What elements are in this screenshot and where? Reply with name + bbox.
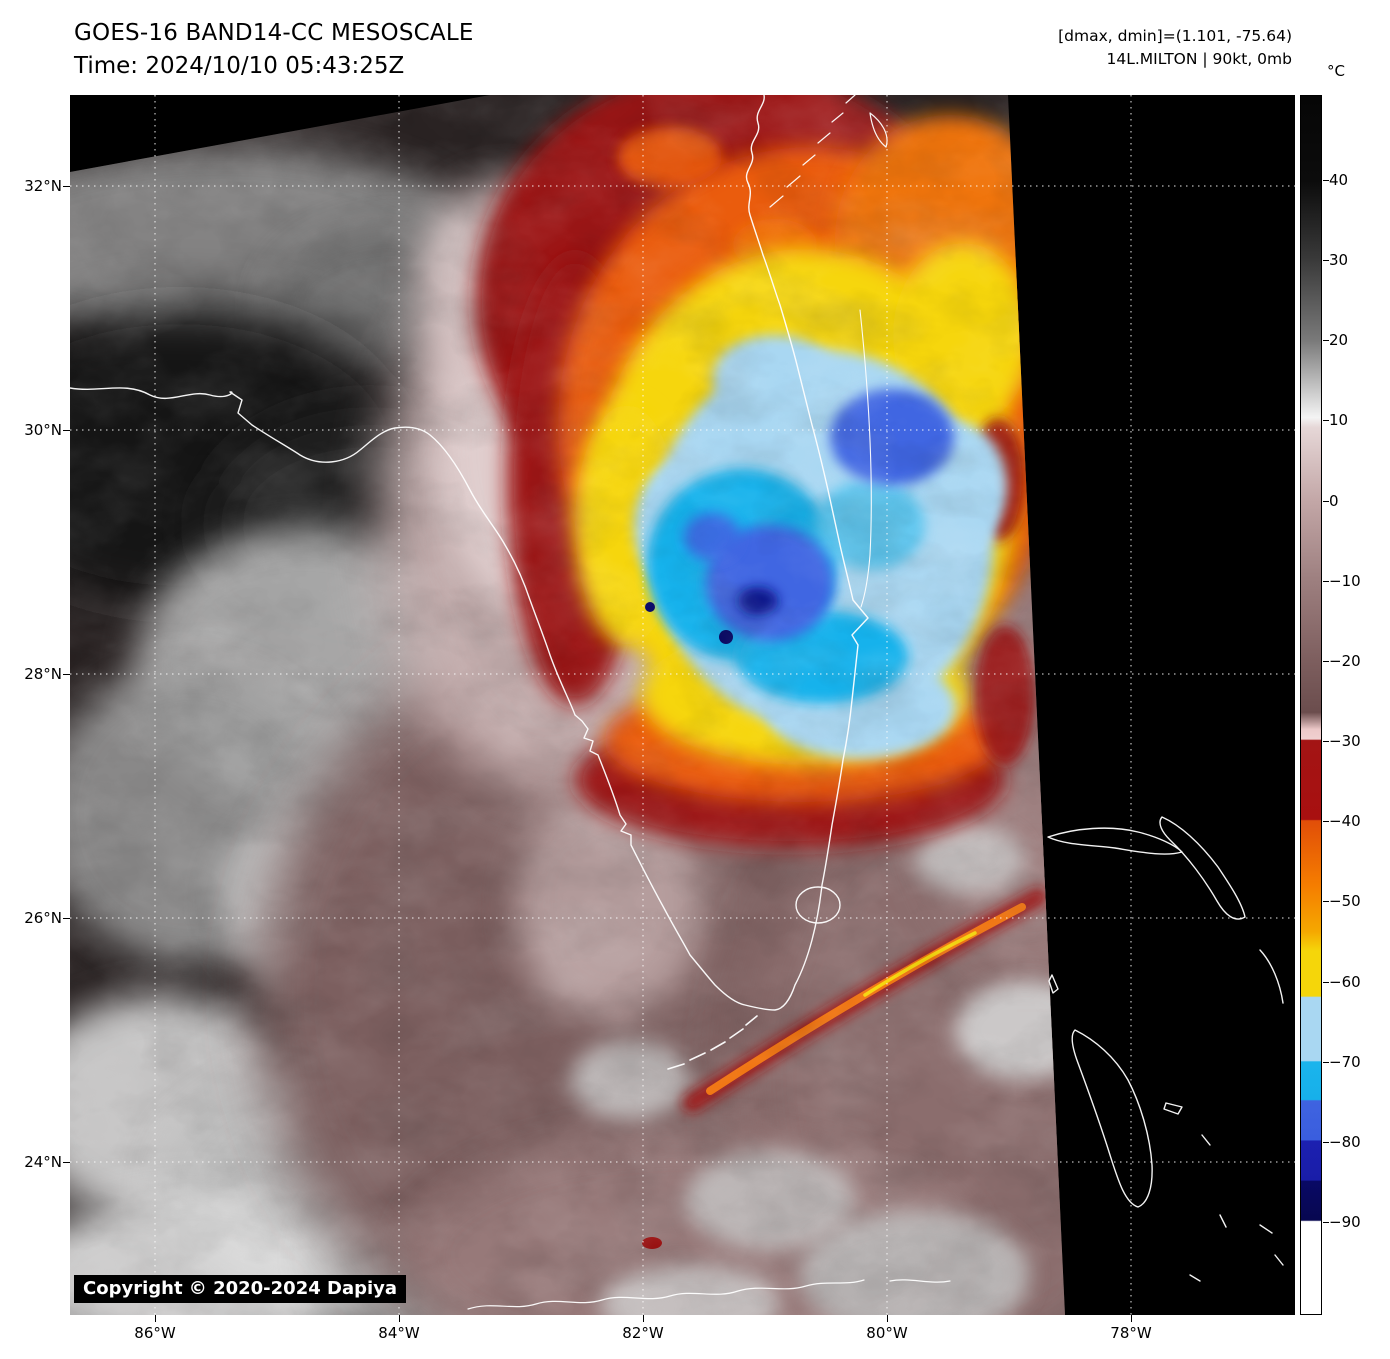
colorbar-label-neg70: −70 bbox=[1329, 1053, 1361, 1071]
colorbar-tick bbox=[1323, 340, 1329, 341]
bahamas-eleuthera bbox=[1259, 949, 1284, 1004]
colorbar-tick bbox=[1323, 260, 1329, 261]
gridlines bbox=[70, 95, 1295, 1315]
colorbar-tick bbox=[1323, 1222, 1329, 1223]
colorbar-label-20: 20 bbox=[1329, 331, 1349, 349]
lat-label-30n: 30°N bbox=[24, 421, 62, 439]
colorbar-label-0: 0 bbox=[1329, 492, 1339, 510]
cuba-coastline bbox=[467, 1279, 951, 1310]
lake-okeechobee bbox=[795, 886, 841, 924]
lon-tick bbox=[887, 1315, 888, 1322]
lon-label-82w: 82°W bbox=[622, 1324, 664, 1342]
lon-tick bbox=[1131, 1315, 1132, 1322]
colorbar-label-neg80: −80 bbox=[1329, 1133, 1361, 1151]
colorbar-tick bbox=[1323, 420, 1329, 421]
colorbar-label-neg20: −20 bbox=[1329, 652, 1361, 670]
lat-label-28n: 28°N bbox=[24, 665, 62, 683]
colorbar-tick bbox=[1323, 581, 1329, 582]
lon-tick bbox=[399, 1315, 400, 1322]
page-title: GOES-16 BAND14-CC MESOSCALE bbox=[74, 20, 474, 46]
colorbar-label-neg90: −90 bbox=[1329, 1213, 1361, 1231]
lat-label-32n: 32°N bbox=[24, 177, 62, 195]
bahamas-new-providence bbox=[1163, 1102, 1183, 1115]
florida-coastline bbox=[69, 94, 869, 1011]
lat-tick bbox=[63, 674, 70, 675]
texture-overlay bbox=[70, 95, 1065, 1315]
copyright-badge: Copyright © 2020-2024 Dapiya bbox=[74, 1275, 407, 1303]
lat-label-24n: 24°N bbox=[24, 1153, 62, 1171]
bahamas-andros bbox=[1071, 1029, 1153, 1208]
lon-label-80w: 80°W bbox=[866, 1324, 908, 1342]
lat-tick bbox=[63, 918, 70, 919]
colorbar-tick bbox=[1323, 501, 1329, 502]
map-image bbox=[69, 94, 1295, 1315]
bahamas-bimini bbox=[1048, 974, 1059, 994]
colorbar-tick bbox=[1323, 982, 1329, 983]
coastlines bbox=[69, 94, 1284, 1310]
storm-annotation: 14L.MILTON | 90kt, 0mb bbox=[1106, 50, 1292, 68]
colorbar-unit-label: °C bbox=[1327, 62, 1345, 80]
florida-keys bbox=[667, 1015, 758, 1070]
colorbar-tick bbox=[1323, 821, 1329, 822]
colorbar-label-neg50: −50 bbox=[1329, 892, 1361, 910]
lat-tick bbox=[63, 186, 70, 187]
lat-tick bbox=[63, 430, 70, 431]
temperature-colorbar bbox=[1300, 95, 1322, 1315]
colorbar-label-40: 40 bbox=[1329, 171, 1349, 189]
colorbar-tick bbox=[1323, 741, 1329, 742]
colorbar-tick bbox=[1323, 901, 1329, 902]
colorbar-label-neg60: −60 bbox=[1329, 973, 1361, 991]
range-annotation: [dmax, dmin]=(1.101, -75.64) bbox=[1058, 27, 1292, 45]
lon-label-86w: 86°W bbox=[134, 1324, 176, 1342]
colorbar-label-neg10: −10 bbox=[1329, 572, 1361, 590]
bahamas-abaco bbox=[1159, 816, 1246, 920]
bahamas-small-cays bbox=[1189, 1134, 1284, 1282]
colorbar-label-neg40: −40 bbox=[1329, 812, 1361, 830]
lon-label-84w: 84°W bbox=[378, 1324, 420, 1342]
lat-label-26n: 26°N bbox=[24, 909, 62, 927]
colorbar-tick bbox=[1323, 1062, 1329, 1063]
colorbar-label-neg30: −30 bbox=[1329, 732, 1361, 750]
colorbar-tick bbox=[1323, 180, 1329, 181]
mesoscale-data-sector bbox=[70, 95, 1065, 1315]
lon-label-78w: 78°W bbox=[1110, 1324, 1152, 1342]
lat-tick bbox=[63, 1162, 70, 1163]
lon-tick bbox=[643, 1315, 644, 1322]
colorbar-tick bbox=[1323, 661, 1329, 662]
colorbar-label-30: 30 bbox=[1329, 251, 1349, 269]
colorbar-tick bbox=[1323, 1142, 1329, 1143]
georgia-coastline bbox=[769, 94, 888, 208]
colorbar-label-10: 10 bbox=[1329, 411, 1349, 429]
east-coast-lagoon bbox=[859, 309, 872, 608]
satellite-map: Copyright © 2020-2024 Dapiya bbox=[69, 94, 1295, 1315]
timestamp: Time: 2024/10/10 05:43:25Z bbox=[74, 53, 405, 79]
lon-tick bbox=[155, 1315, 156, 1322]
